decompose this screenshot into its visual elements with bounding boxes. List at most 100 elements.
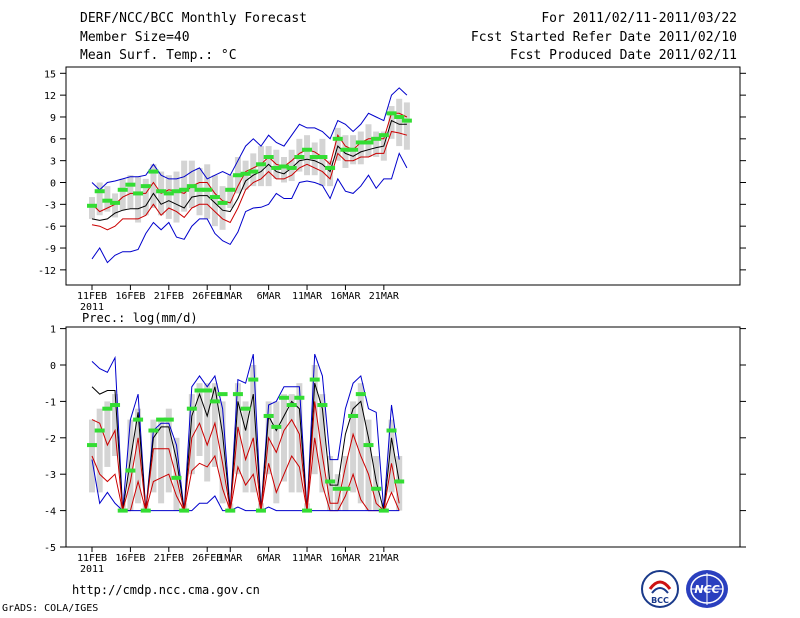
temp-box-bar bbox=[119, 178, 126, 211]
prec-line-band_high bbox=[91, 401, 400, 512]
temp-box-bar bbox=[319, 138, 326, 187]
prec-y-tick-label: -4 bbox=[44, 507, 56, 518]
temp-median-marker bbox=[325, 165, 336, 170]
temp-median-marker bbox=[263, 155, 274, 160]
temp-y-tick-label: 15 bbox=[44, 69, 56, 80]
prec-box-bar bbox=[112, 394, 119, 456]
temp-box-bar bbox=[334, 127, 341, 161]
temp-box-bar bbox=[127, 175, 134, 208]
temp-median-marker bbox=[194, 187, 205, 192]
prec-median-marker bbox=[263, 413, 274, 418]
prec-box-bar bbox=[219, 401, 226, 504]
prec-median-marker bbox=[363, 443, 374, 448]
prec-box-bar bbox=[365, 419, 372, 511]
temp-box-bar bbox=[135, 176, 142, 223]
prec-x-tick-label: 1MAR bbox=[218, 553, 243, 564]
temp-box-bar bbox=[265, 146, 272, 187]
temp-median-marker bbox=[302, 147, 313, 152]
ncc-logo-icon: NCC bbox=[686, 570, 728, 608]
prec-y-tick-label: 1 bbox=[50, 325, 56, 336]
temp-median-marker bbox=[209, 195, 220, 200]
temp-y-tick-label: -6 bbox=[44, 222, 56, 233]
temp-x-tick-label: 6MAR bbox=[257, 291, 282, 302]
temp-box-bar bbox=[211, 175, 218, 227]
temp-y-tick-label: 3 bbox=[50, 157, 56, 168]
temp-box-bar bbox=[373, 131, 380, 158]
prec-box-bar bbox=[311, 365, 318, 475]
temp-y-tick-label: 0 bbox=[50, 179, 56, 190]
temp-median-marker bbox=[286, 165, 297, 170]
temp-y-tick-label: 6 bbox=[50, 135, 56, 146]
prec-median-marker bbox=[279, 395, 289, 400]
prec-median-marker bbox=[325, 479, 336, 484]
temp-box-bar bbox=[142, 178, 149, 216]
prec-y-tick-label: -5 bbox=[44, 543, 56, 554]
prec-box-bar bbox=[250, 365, 257, 493]
temp-median-marker bbox=[309, 155, 320, 160]
temp-y-tick-label: 12 bbox=[44, 91, 56, 102]
prec-median-marker bbox=[194, 388, 205, 393]
prec-box-bar bbox=[281, 394, 287, 482]
temp-median-marker bbox=[401, 118, 412, 123]
prec-median-marker bbox=[240, 406, 251, 411]
temp-box-bar bbox=[96, 182, 103, 216]
prec-box-bar bbox=[150, 419, 157, 493]
temp-median-marker bbox=[340, 147, 351, 152]
prec-median-marker bbox=[125, 468, 136, 473]
prec-median-marker bbox=[171, 475, 182, 480]
prec-median-marker bbox=[317, 403, 328, 408]
temp-median-marker bbox=[102, 198, 113, 203]
temp-box-bar bbox=[288, 149, 295, 182]
prec-median-marker bbox=[156, 417, 167, 422]
prec-box-bar bbox=[288, 394, 295, 493]
temp-box-bar bbox=[388, 106, 395, 139]
prec-median-marker bbox=[348, 413, 359, 418]
temp-x-tick-label: 16FEB bbox=[115, 291, 145, 302]
prec-box-bar bbox=[350, 401, 357, 493]
temp-median-marker bbox=[217, 200, 228, 205]
temp-y-tick-label: 9 bbox=[50, 113, 56, 124]
temp-box-bar bbox=[150, 164, 157, 208]
prec-median-marker bbox=[386, 428, 397, 433]
temp-box-bar bbox=[403, 102, 410, 150]
temp-median-marker bbox=[279, 164, 289, 169]
prec-line-mean bbox=[91, 383, 400, 511]
prec-box-bar bbox=[204, 383, 211, 482]
prec-median-marker bbox=[394, 479, 405, 484]
temp-box-bar bbox=[165, 175, 172, 219]
temp-box-bar bbox=[396, 98, 403, 147]
temp-median-marker bbox=[202, 187, 213, 192]
prec-box-bar bbox=[388, 419, 395, 493]
prec-median-marker bbox=[133, 417, 144, 422]
temp-x-tick-label: 21MAR bbox=[369, 291, 400, 302]
temp-median-marker bbox=[117, 187, 128, 192]
temp-box-bar bbox=[304, 135, 311, 176]
prec-box-bar bbox=[127, 419, 134, 511]
temp-x-year-label: 2011 bbox=[80, 302, 104, 313]
temp-box-bar bbox=[112, 193, 119, 218]
temp-x-tick-label: 26FEB bbox=[192, 291, 222, 302]
temp-median-marker bbox=[87, 203, 97, 208]
prec-x-tick-label: 11FEB bbox=[77, 553, 107, 564]
temp-box-bar bbox=[327, 160, 334, 187]
temp-median-marker bbox=[386, 111, 397, 116]
temp-median-marker bbox=[125, 182, 136, 187]
temp-line-band_low bbox=[91, 130, 408, 231]
prec-median-marker bbox=[110, 403, 121, 408]
prec-x-tick-label: 16FEB bbox=[115, 553, 145, 564]
prec-median-marker bbox=[271, 424, 282, 429]
source-url[interactable]: http://cmdp.ncc.cma.gov.cn bbox=[72, 583, 260, 597]
temp-median-marker bbox=[248, 169, 259, 174]
prec-box-bar bbox=[357, 383, 364, 504]
prec-y-tick-label: -3 bbox=[44, 470, 56, 481]
temp-y-tick-label: -9 bbox=[44, 244, 56, 255]
temp-median-marker bbox=[163, 191, 174, 196]
temp-plot-frame bbox=[65, 66, 741, 286]
prec-median-marker bbox=[202, 388, 213, 393]
temp-median-marker bbox=[394, 114, 405, 119]
temp-box-bar bbox=[281, 157, 287, 183]
bcc-logo-text: BCC bbox=[651, 596, 669, 605]
temp-median-marker bbox=[148, 169, 159, 174]
temp-median-marker bbox=[110, 200, 121, 205]
